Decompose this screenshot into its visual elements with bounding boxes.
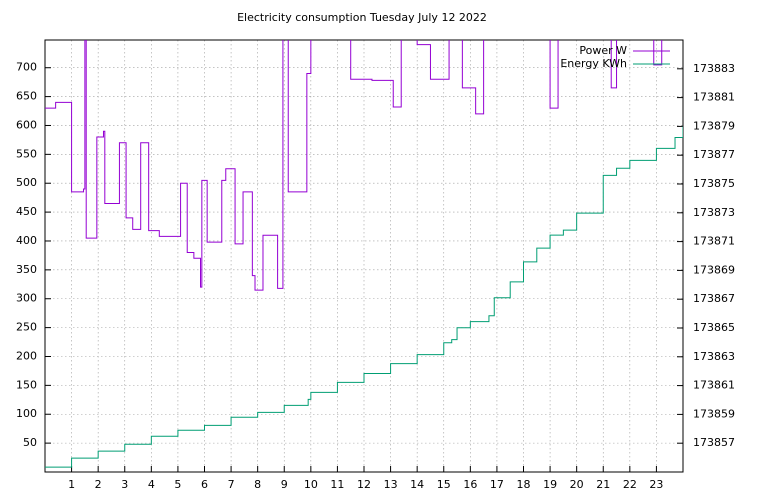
y-tick-label: 450 (16, 205, 37, 218)
x-tick-label: 7 (228, 478, 235, 491)
x-tick-label: 8 (254, 478, 261, 491)
x-tick-label: 18 (517, 478, 531, 491)
x-tick-label: 15 (437, 478, 451, 491)
x-tick-label: 4 (148, 478, 155, 491)
chart-title: Electricity consumption Tuesday July 12 … (237, 11, 487, 24)
y2-tick-label: 173881 (693, 91, 735, 104)
y-tick-label: 200 (16, 349, 37, 362)
x-tick-label: 9 (281, 478, 288, 491)
y-tick-label: 300 (16, 292, 37, 305)
x-tick-label: 22 (623, 478, 637, 491)
x-tick-label: 6 (201, 478, 208, 491)
x-tick-label: 1 (68, 478, 75, 491)
y2-tick-label: 173871 (693, 235, 735, 248)
legend-label: Power W (579, 44, 627, 57)
y2-tick-label: 173869 (693, 263, 735, 276)
legend-label: Energy KWh (560, 57, 627, 70)
y2-tick-label: 173875 (693, 177, 735, 190)
series-line (45, 126, 683, 468)
y-tick-label: 350 (16, 263, 37, 276)
y-tick-label: 650 (16, 90, 37, 103)
y2-tick-label: 173873 (693, 206, 735, 219)
y2-tick-label: 173863 (693, 350, 735, 363)
x-tick-label: 19 (543, 478, 557, 491)
y-tick-label: 100 (16, 407, 37, 420)
x-tick-label: 17 (490, 478, 504, 491)
y2-tick-label: 173879 (693, 119, 735, 132)
x-tick-label: 14 (410, 478, 424, 491)
x-tick-label: 10 (304, 478, 318, 491)
x-tick-label: 2 (95, 478, 102, 491)
y2-tick-label: 173859 (693, 407, 735, 420)
y-tick-label: 600 (16, 118, 37, 131)
y-tick-label: 500 (16, 176, 37, 189)
plot-area (45, 40, 683, 468)
y-tick-label: 700 (16, 61, 37, 74)
x-tick-label: 21 (596, 478, 610, 491)
x-tick-label: 23 (649, 478, 663, 491)
y-tick-label: 250 (16, 321, 37, 334)
y2-tick-label: 173865 (693, 321, 735, 334)
x-tick-label: 5 (174, 478, 181, 491)
y-tick-label: 50 (23, 436, 37, 449)
y2-tick-label: 173857 (693, 436, 735, 449)
x-tick-label: 3 (121, 478, 128, 491)
x-tick-label: 12 (357, 478, 371, 491)
x-tick-label: 11 (330, 478, 344, 491)
y-tick-label: 550 (16, 147, 37, 160)
x-tick-label: 20 (570, 478, 584, 491)
y-tick-label: 150 (16, 378, 37, 391)
y-tick-label: 400 (16, 234, 37, 247)
x-tick-label: 13 (384, 478, 398, 491)
y2-tick-label: 173867 (693, 292, 735, 305)
y2-tick-label: 173877 (693, 148, 735, 161)
y2-tick-label: 173861 (693, 379, 735, 392)
series-line (45, 40, 663, 291)
y2-tick-label: 173883 (693, 62, 735, 75)
x-tick-label: 16 (463, 478, 477, 491)
plot-border (44, 39, 684, 473)
